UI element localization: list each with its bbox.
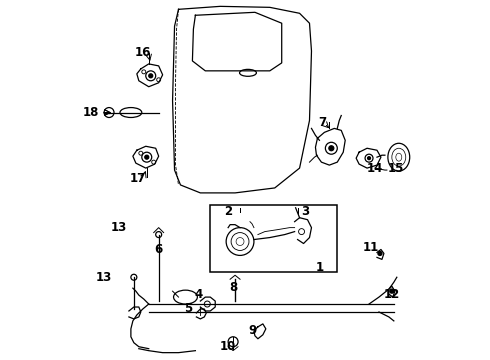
Text: 6: 6 <box>154 243 163 256</box>
Text: 3: 3 <box>301 205 310 218</box>
Text: 5: 5 <box>184 302 193 315</box>
Text: 13: 13 <box>96 271 112 284</box>
Text: 11: 11 <box>363 241 379 254</box>
Text: 8: 8 <box>229 281 237 294</box>
Bar <box>210 205 337 272</box>
Text: 18: 18 <box>83 106 99 119</box>
Circle shape <box>329 146 334 151</box>
Text: 16: 16 <box>135 46 151 59</box>
Text: 2: 2 <box>224 205 232 218</box>
Text: 1: 1 <box>316 261 323 274</box>
Text: 4: 4 <box>194 288 202 301</box>
Text: 10: 10 <box>220 340 236 353</box>
Text: 7: 7 <box>318 116 326 129</box>
Text: 13: 13 <box>111 221 127 234</box>
Circle shape <box>368 157 370 159</box>
Text: 14: 14 <box>367 162 383 175</box>
Circle shape <box>145 155 149 159</box>
Text: 12: 12 <box>384 288 400 301</box>
Text: 9: 9 <box>249 324 257 337</box>
Circle shape <box>378 251 382 255</box>
Circle shape <box>390 289 394 293</box>
Text: 15: 15 <box>388 162 404 175</box>
Circle shape <box>149 74 153 78</box>
Text: 17: 17 <box>130 171 146 185</box>
